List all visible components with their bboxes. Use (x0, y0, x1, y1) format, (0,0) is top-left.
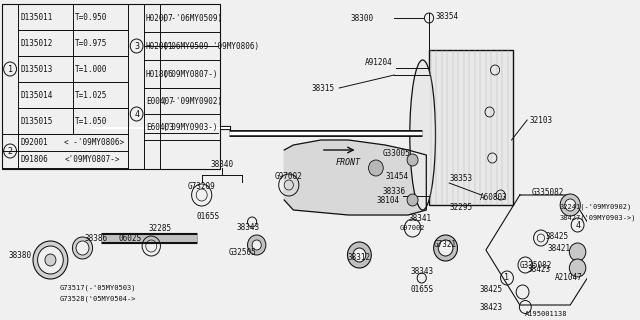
Ellipse shape (252, 240, 261, 250)
Bar (429, 50, 513, 205)
Text: 38336: 38336 (383, 187, 406, 196)
Ellipse shape (38, 246, 63, 274)
Ellipse shape (348, 242, 371, 268)
Ellipse shape (33, 241, 68, 279)
Text: H01806: H01806 (146, 69, 173, 78)
Ellipse shape (570, 243, 586, 261)
Text: G97002: G97002 (400, 225, 426, 231)
Text: 1: 1 (504, 274, 509, 283)
Text: <'09MY0807->: <'09MY0807-> (64, 155, 120, 164)
Text: 38425: 38425 (545, 231, 568, 241)
Text: 38423: 38423 (479, 302, 502, 311)
Text: 38300: 38300 (351, 13, 374, 22)
Ellipse shape (407, 194, 418, 206)
Text: 31454: 31454 (385, 172, 408, 180)
Text: 4: 4 (134, 109, 139, 118)
Ellipse shape (369, 160, 383, 176)
Ellipse shape (434, 235, 458, 261)
Ellipse shape (45, 254, 56, 266)
Text: G7321: G7321 (434, 239, 457, 249)
Ellipse shape (353, 248, 366, 262)
Text: A91204: A91204 (365, 58, 392, 67)
Ellipse shape (407, 154, 418, 166)
Text: ('09MY0807-): ('09MY0807-) (163, 69, 218, 78)
Text: A60803: A60803 (479, 193, 508, 202)
Text: D135012: D135012 (20, 38, 52, 47)
Text: 38425: 38425 (479, 285, 502, 294)
Text: H02001: H02001 (146, 42, 173, 51)
Text: A21047: A21047 (555, 274, 582, 283)
Text: G32505: G32505 (229, 247, 257, 257)
Text: D91806: D91806 (20, 155, 48, 164)
Text: ( -'09MY0902): ( -'09MY0902) (163, 97, 222, 106)
Text: G73517(-'05MY0503): G73517(-'05MY0503) (60, 285, 136, 291)
Text: D135011: D135011 (20, 12, 52, 21)
Text: D135015: D135015 (20, 116, 52, 125)
Text: 2: 2 (8, 147, 13, 156)
Text: G97002: G97002 (275, 172, 303, 180)
Text: 38353: 38353 (449, 173, 472, 182)
Text: 38380: 38380 (9, 251, 32, 260)
Text: D135014: D135014 (20, 91, 52, 100)
Text: 38343: 38343 (237, 222, 260, 231)
Text: 38341: 38341 (408, 213, 431, 222)
Text: 38343: 38343 (410, 267, 433, 276)
Text: 38421: 38421 (547, 244, 570, 252)
Text: 1: 1 (8, 65, 13, 74)
Text: 38340: 38340 (211, 159, 234, 169)
Text: 38354: 38354 (435, 12, 459, 20)
Text: T=0.950: T=0.950 (75, 12, 108, 21)
Text: T=1.025: T=1.025 (75, 91, 108, 100)
Text: 38104: 38104 (376, 196, 400, 204)
Text: G33005: G33005 (382, 148, 410, 157)
Ellipse shape (560, 194, 580, 216)
Ellipse shape (570, 259, 586, 277)
Text: ( -'06MY0509): ( -'06MY0509) (163, 13, 222, 22)
Text: G335082: G335082 (532, 188, 564, 196)
Text: D135013: D135013 (20, 65, 52, 74)
Ellipse shape (410, 60, 435, 210)
Text: 0165S: 0165S (197, 212, 220, 220)
Text: 32295: 32295 (449, 203, 472, 212)
Text: A195001138: A195001138 (524, 311, 567, 317)
Ellipse shape (76, 241, 89, 255)
Text: 32241(-'09MY0902): 32241(-'09MY0902) (559, 204, 632, 210)
Text: 3: 3 (134, 42, 139, 51)
Text: 4: 4 (575, 220, 580, 229)
Bar (2, 4, 220, 169)
Text: 32103: 32103 (530, 116, 553, 124)
Ellipse shape (438, 240, 453, 256)
Text: D92001: D92001 (20, 138, 48, 147)
Text: 0602S: 0602S (119, 234, 142, 243)
Text: ('09MY0903-): ('09MY0903-) (163, 123, 218, 132)
Text: G73209: G73209 (188, 181, 216, 190)
Text: T=1.050: T=1.050 (75, 116, 108, 125)
Text: < -'09MY0806>: < -'09MY0806> (64, 138, 124, 147)
Text: 38386: 38386 (84, 234, 108, 243)
Text: T=1.000: T=1.000 (75, 65, 108, 74)
Text: 32285: 32285 (149, 223, 172, 233)
Ellipse shape (248, 235, 266, 255)
Polygon shape (284, 140, 426, 215)
Text: 0165S: 0165S (410, 285, 433, 294)
Text: 38315: 38315 (312, 84, 335, 92)
Text: H02007: H02007 (146, 13, 173, 22)
Text: FRONT: FRONT (336, 157, 361, 166)
Text: G73528('05MY0504->: G73528('05MY0504-> (60, 296, 136, 302)
Text: E60403: E60403 (146, 123, 173, 132)
Text: E00407: E00407 (146, 97, 173, 106)
Text: 38423: 38423 (527, 266, 550, 275)
Ellipse shape (564, 199, 576, 211)
Text: G335082: G335082 (520, 260, 552, 269)
Text: T=0.975: T=0.975 (75, 38, 108, 47)
Text: 38312: 38312 (348, 253, 371, 262)
Ellipse shape (72, 237, 93, 259)
Text: ('06MY0509-'09MY0806): ('06MY0509-'09MY0806) (163, 42, 259, 51)
Text: 38427('09MY0903->): 38427('09MY0903->) (559, 215, 636, 221)
